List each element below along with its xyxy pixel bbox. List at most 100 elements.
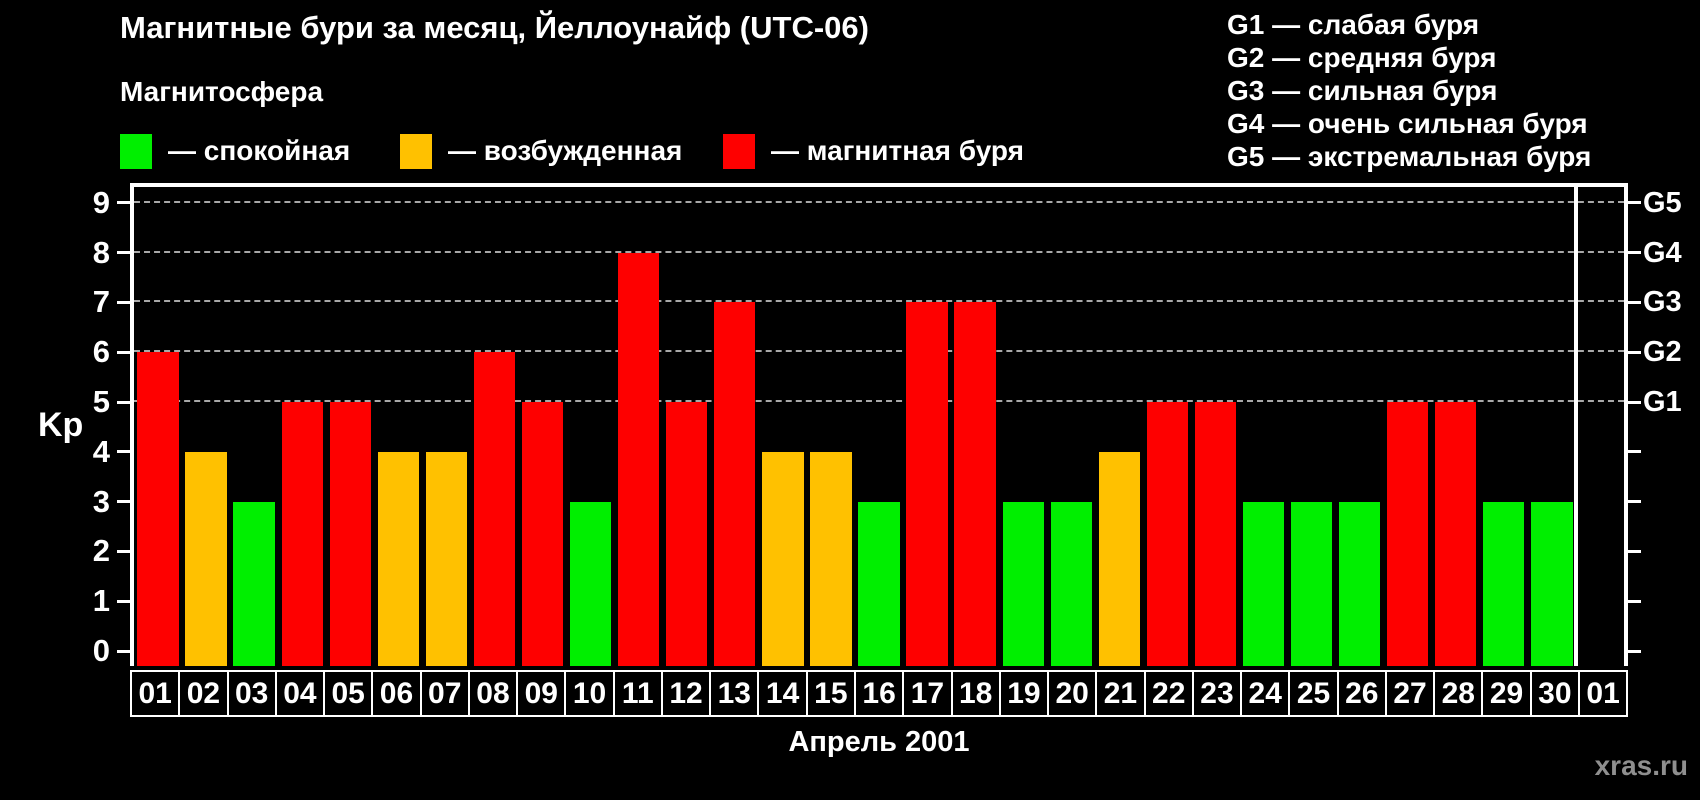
- right-axis-tick-9: [1628, 201, 1641, 205]
- x-tick-label-day-18: 18: [950, 670, 1001, 717]
- right-axis-tick-0: [1628, 649, 1641, 653]
- bar-day-05: [329, 402, 371, 666]
- unsettled-color-swatch: [400, 133, 432, 169]
- left-axis-label-8: 8: [92, 234, 110, 270]
- storm-color-swatch: [723, 133, 755, 169]
- left-axis-label-1: 1: [92, 583, 110, 619]
- x-tick-label-day-02: 02: [178, 670, 229, 717]
- x-tick-label-day-12: 12: [660, 670, 712, 717]
- bar-day-28: [1435, 402, 1477, 666]
- left-axis-label-2: 2: [92, 533, 110, 569]
- bar-day-04: [281, 402, 323, 666]
- legend-item-label: — возбужденная: [448, 135, 683, 166]
- bar-day-19: [1002, 501, 1044, 666]
- x-tick-label-day-16: 16: [853, 670, 905, 717]
- bar-day-07: [425, 451, 468, 666]
- bar-day-27: [1387, 402, 1429, 666]
- left-axis-tick-7: [117, 300, 130, 304]
- right-axis-tick-3: [1628, 500, 1641, 504]
- legend-item-unsettled: — возбужденная: [400, 133, 682, 169]
- bar-day-14: [762, 451, 804, 666]
- x-tick-label-day-08: 08: [467, 670, 519, 717]
- right-axis-tick-1: [1628, 599, 1641, 603]
- x-tick-label-day-10: 10: [564, 670, 615, 717]
- x-tick-label-day-07: 07: [419, 670, 470, 717]
- left-axis-tick-8: [117, 251, 130, 255]
- bar-day-08: [473, 352, 516, 666]
- bar-day-25: [1290, 501, 1333, 666]
- x-tick-label-day-13: 13: [709, 670, 760, 717]
- x-axis-title-month: Апрель 2001: [788, 726, 970, 758]
- plot-area: [130, 183, 1628, 666]
- g2-legend-line: G2 — средняя буря: [1227, 42, 1497, 73]
- left-axis-label-7: 7: [92, 284, 110, 320]
- right-axis-label-g4: G4: [1643, 236, 1682, 269]
- left-axis-label-3: 3: [92, 483, 110, 519]
- left-axis-label-6: 6: [92, 334, 110, 370]
- x-tick-label-day-25: 25: [1288, 670, 1339, 717]
- x-tick-label-day-05: 05: [323, 670, 374, 717]
- right-axis-tick-6: [1628, 350, 1641, 354]
- bar-day-24: [1242, 501, 1285, 666]
- magnetosphere-legend-heading: Магнитосфера: [120, 76, 324, 107]
- left-axis-label-9: 9: [92, 184, 110, 220]
- right-axis-tick-8: [1628, 251, 1641, 255]
- bar-day-09: [521, 402, 564, 666]
- x-tick-label-day-15: 15: [805, 670, 856, 717]
- bar-day-29: [1483, 501, 1525, 666]
- x-tick-label-day-26: 26: [1336, 670, 1387, 717]
- bar-day-18: [954, 302, 996, 666]
- right-axis-tick-2: [1628, 549, 1641, 553]
- chart-title: Магнитные бури за месяц, Йеллоунайф (UTC…: [120, 10, 869, 45]
- gridline-kp-5: [134, 400, 1624, 402]
- bar-day-01: [137, 352, 179, 666]
- x-tick-label-day-19: 19: [998, 670, 1050, 717]
- x-tick-label-day-06: 06: [371, 670, 422, 717]
- x-tick-label-day-22: 22: [1143, 670, 1194, 717]
- month-boundary-line: [1573, 187, 1578, 666]
- g5-legend-line: G5 — экстремальная буря: [1227, 141, 1592, 172]
- legend-item-label: — магнитная буря: [771, 135, 1024, 166]
- left-axis-tick-5: [117, 400, 130, 404]
- bar-day-13: [714, 302, 756, 666]
- x-tick-label-day-14: 14: [757, 670, 808, 717]
- left-axis-label-5: 5: [92, 384, 110, 419]
- bar-day-22: [1146, 402, 1189, 666]
- x-tick-label-day-01-next-month: 01: [1577, 670, 1629, 717]
- left-axis-tick-6: [117, 350, 130, 354]
- bar-day-20: [1050, 501, 1092, 666]
- g3-legend-line: G3 — сильная буря: [1227, 75, 1498, 106]
- right-axis-tick-4: [1628, 450, 1641, 454]
- right-axis-label-g3: G3: [1643, 286, 1682, 319]
- bar-day-15: [810, 451, 852, 666]
- left-axis-label-4: 4: [92, 433, 110, 469]
- x-tick-label-day-28: 28: [1433, 670, 1484, 717]
- g4-legend-line: G4 — очень сильная буря: [1227, 108, 1588, 139]
- bar-day-10: [569, 501, 612, 666]
- left-axis-tick-2: [117, 549, 130, 553]
- bar-day-03: [233, 501, 275, 666]
- bar-day-26: [1338, 501, 1381, 666]
- bar-day-11: [618, 252, 660, 666]
- x-tick-label-day-20: 20: [1047, 670, 1098, 717]
- legend-item-quiet: — спокойная: [120, 133, 350, 169]
- bar-day-21: [1098, 451, 1140, 666]
- x-tick-label-day-21: 21: [1095, 670, 1146, 717]
- x-tick-label-day-11: 11: [612, 670, 663, 717]
- right-axis-tick-7: [1628, 300, 1641, 304]
- right-axis-label-g1: G1: [1643, 386, 1682, 418]
- legend-item-storm: — магнитная буря: [723, 133, 1024, 169]
- right-axis-label-g2: G2: [1643, 336, 1682, 369]
- x-tick-label-day-17: 17: [902, 670, 953, 717]
- x-tick-label-day-27: 27: [1384, 670, 1436, 717]
- left-axis-tick-3: [117, 500, 130, 504]
- quiet-color-swatch: [120, 133, 152, 169]
- legend-item-label: — спокойная: [168, 135, 351, 166]
- gridline-kp-9: [134, 200, 1624, 203]
- bar-day-23: [1194, 402, 1237, 666]
- x-tick-label-day-30: 30: [1529, 670, 1580, 717]
- bar-day-17: [906, 302, 948, 666]
- bar-day-16: [858, 501, 900, 666]
- x-tick-label-day-29: 29: [1481, 670, 1532, 717]
